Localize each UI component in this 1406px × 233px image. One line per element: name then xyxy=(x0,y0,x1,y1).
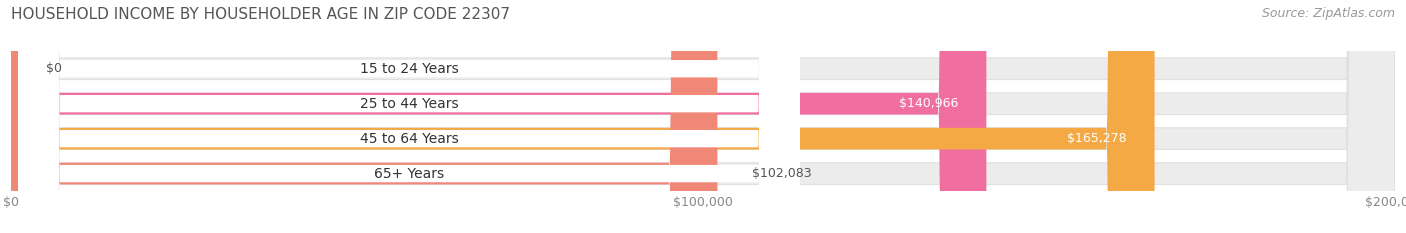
Text: 25 to 44 Years: 25 to 44 Years xyxy=(360,97,458,111)
Text: HOUSEHOLD INCOME BY HOUSEHOLDER AGE IN ZIP CODE 22307: HOUSEHOLD INCOME BY HOUSEHOLDER AGE IN Z… xyxy=(11,7,510,22)
Text: $0: $0 xyxy=(46,62,62,75)
Text: 45 to 64 Years: 45 to 64 Years xyxy=(360,132,458,146)
Text: $140,966: $140,966 xyxy=(900,97,959,110)
FancyBboxPatch shape xyxy=(18,0,800,233)
FancyBboxPatch shape xyxy=(11,0,1154,233)
Text: $165,278: $165,278 xyxy=(1067,132,1126,145)
Text: 15 to 24 Years: 15 to 24 Years xyxy=(360,62,458,76)
FancyBboxPatch shape xyxy=(18,0,800,233)
FancyBboxPatch shape xyxy=(11,0,1395,233)
FancyBboxPatch shape xyxy=(11,0,1395,233)
FancyBboxPatch shape xyxy=(18,0,800,233)
Text: $102,083: $102,083 xyxy=(752,167,811,180)
FancyBboxPatch shape xyxy=(11,0,987,233)
Text: 65+ Years: 65+ Years xyxy=(374,167,444,181)
FancyBboxPatch shape xyxy=(11,0,1395,233)
Text: Source: ZipAtlas.com: Source: ZipAtlas.com xyxy=(1261,7,1395,20)
FancyBboxPatch shape xyxy=(18,0,800,233)
FancyBboxPatch shape xyxy=(11,0,1395,233)
FancyBboxPatch shape xyxy=(11,0,717,233)
